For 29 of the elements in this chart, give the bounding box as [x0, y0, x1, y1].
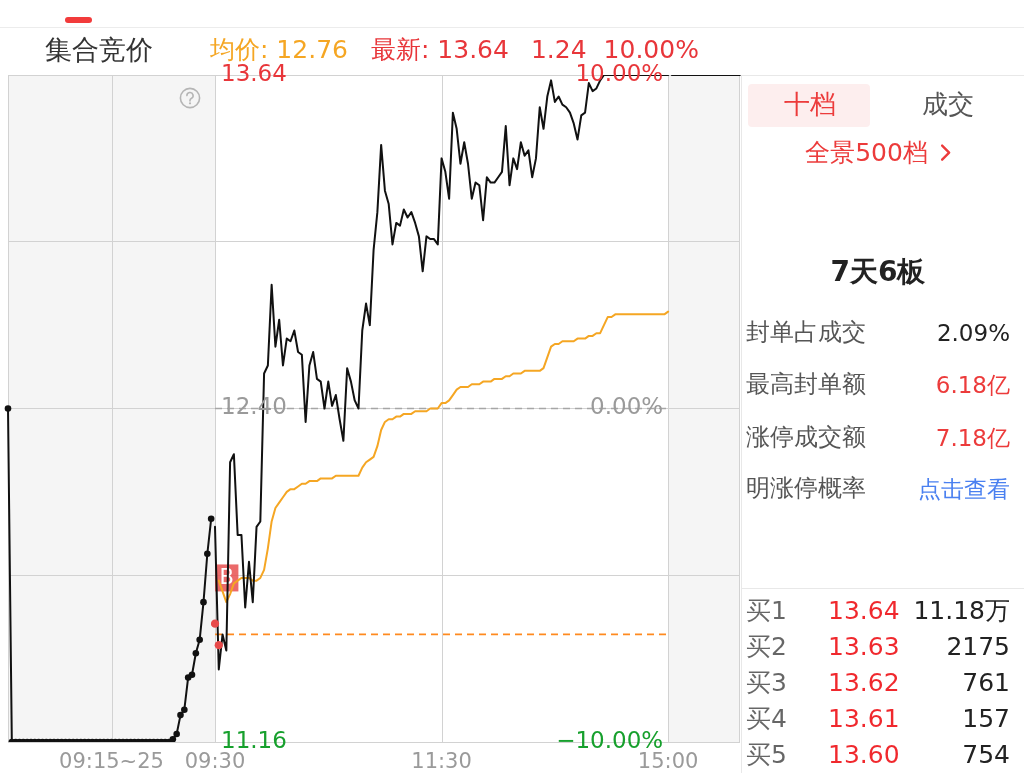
text: 封单占成交 — [746, 318, 866, 347]
text: 最新: 13.64 — [370, 34, 509, 65]
text: 十档 — [784, 89, 836, 120]
text: 买2 13.63 — [746, 631, 900, 662]
text: 涨停成交额 — [746, 423, 866, 452]
text: 全景500档 — [805, 137, 928, 168]
text: 10.00% — [603, 34, 699, 64]
text: 754 — [962, 739, 1010, 770]
text: 2175 — [946, 631, 1010, 662]
chart-title: 集合竞价 — [45, 34, 153, 66]
text: 成交 — [922, 89, 974, 120]
text: 买1 13.64 — [746, 595, 900, 626]
x-tick-label: 11:30 — [411, 749, 472, 773]
text: 明涨停概率 — [746, 474, 866, 503]
text: 买3 13.62 — [746, 667, 900, 698]
text: 761 — [962, 667, 1010, 698]
x-tick-label: 09:15~25 — [59, 749, 164, 773]
text: 157 — [962, 703, 1010, 734]
text: 7天6板 — [830, 254, 926, 289]
text: 1.24 — [530, 34, 587, 64]
text: 点击查看 — [918, 475, 1010, 503]
text: 买5 13.60 — [746, 739, 900, 770]
text: 11.18万 — [913, 595, 1010, 626]
y2-tick-label: 0.00% — [590, 393, 664, 420]
text: 买4 13.61 — [746, 703, 900, 734]
text: 6.18亿 — [935, 371, 1010, 399]
text: 7.18亿 — [935, 424, 1010, 452]
text: 最高封单额 — [746, 370, 866, 399]
text: 2.09% — [936, 319, 1010, 347]
